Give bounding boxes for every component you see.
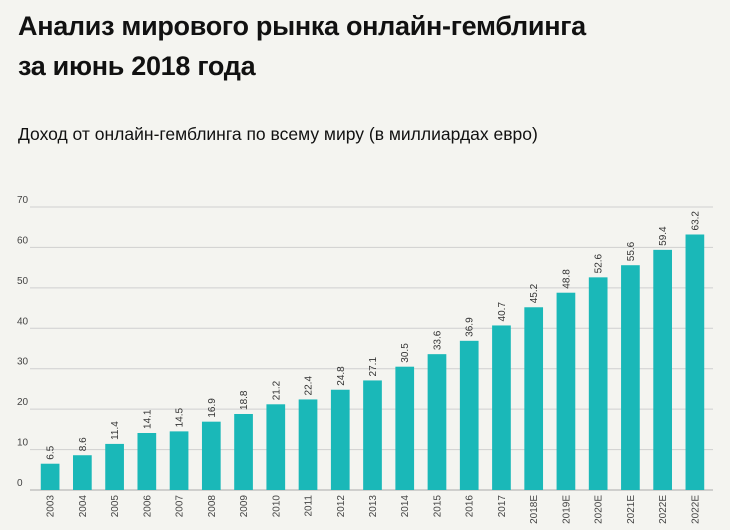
bar (427, 354, 447, 490)
x-tick-label: 2004 (78, 495, 89, 518)
x-tick-label: 2009 (239, 495, 250, 518)
data-label: 52.6 (594, 253, 605, 273)
data-label: 36.9 (465, 317, 476, 337)
data-label: 33.6 (432, 330, 443, 350)
x-tick-label: 2005 (110, 495, 121, 518)
x-tick-label: 2010 (271, 495, 282, 518)
bar (234, 413, 253, 490)
x-axis-ticks: 2003 2004 2005 2006 2007 2008 2009 2010 2011 2012… (46, 495, 702, 524)
bar (524, 307, 544, 490)
y-tick-label: 20 (17, 397, 29, 408)
x-tick-label: 2006 (142, 495, 153, 518)
x-tick-label: 2022E (658, 495, 669, 524)
x-tick-label: 2020E (594, 495, 605, 524)
y-tick-label: 70 (17, 195, 29, 206)
data-label: 48.8 (561, 269, 572, 289)
data-label: 55.6 (626, 241, 637, 261)
data-label: 14.5 (175, 407, 186, 427)
bar (556, 292, 576, 490)
x-tick-label: 2015 (432, 495, 443, 518)
data-label: 30.5 (400, 343, 411, 363)
x-tick-label: 2014 (400, 495, 411, 518)
y-axis-ticks: 0 10 20 30 40 50 60 70 (17, 195, 29, 489)
bar (266, 404, 286, 490)
x-tick-label: 2022E (690, 495, 701, 524)
bar (685, 234, 705, 490)
data-label: 11.4 (110, 421, 121, 440)
data-label: 40.7 (497, 302, 508, 322)
x-tick-label: 2017 (497, 495, 508, 518)
data-labels: 6.5 8.6 11.4 14.1 14.5 16.9 18.8 21.2 22.4 24.8 27… (46, 211, 702, 460)
data-label: 27.1 (368, 357, 379, 377)
data-label: 14.1 (142, 409, 153, 429)
chart-subtitle: Доход от онлайн-гемблинга по всему миру … (18, 124, 538, 144)
x-tick-label: 2021E (626, 495, 637, 524)
y-tick-label: 60 (17, 235, 29, 246)
bar (621, 265, 640, 490)
bar (653, 249, 672, 490)
x-tick-label: 2003 (46, 495, 57, 518)
y-tick-label: 30 (17, 357, 29, 368)
bar (73, 455, 92, 490)
bar (492, 325, 511, 490)
bar (201, 421, 221, 490)
bar (459, 340, 479, 490)
bar (169, 431, 189, 490)
bar (40, 463, 60, 490)
data-label: 59.4 (658, 226, 669, 246)
data-label: 22.4 (304, 376, 315, 396)
y-tick-label: 50 (17, 276, 29, 287)
x-tick-label: 2016 (465, 495, 476, 518)
data-label: 6.5 (46, 445, 57, 459)
chart-title-block: Анализ мирового рынка онлайн-гемблинга з… (18, 6, 718, 86)
data-label: 16.9 (207, 398, 218, 418)
x-tick-label: 2019E (561, 495, 572, 524)
x-tick-label: 2012 (336, 495, 347, 518)
title-line-2: за июнь 2018 года (18, 51, 256, 81)
data-label: 21.2 (271, 380, 282, 400)
x-tick-label: 2008 (207, 495, 218, 518)
data-label: 8.6 (78, 437, 89, 451)
bar (298, 399, 318, 490)
bar (137, 432, 157, 490)
bar (363, 380, 382, 490)
title-line-1: Анализ мирового рынка онлайн-гемблинга (18, 11, 586, 41)
y-tick-label: 10 (17, 438, 29, 449)
y-tick-label: 0 (17, 478, 23, 489)
bar (105, 443, 124, 490)
bars (40, 234, 705, 490)
data-label: 63.2 (690, 211, 701, 231)
data-label: 18.8 (239, 390, 250, 410)
bar (330, 389, 350, 490)
data-label: 24.8 (336, 366, 347, 386)
bar (395, 366, 415, 490)
x-tick-label: 2007 (175, 495, 186, 518)
data-label: 45.2 (529, 283, 540, 303)
x-tick-label: 2018E (529, 495, 540, 524)
x-tick-label: 2011 (304, 495, 315, 517)
x-tick-label: 2013 (368, 495, 379, 518)
bar (588, 277, 608, 490)
y-tick-label: 40 (17, 316, 29, 327)
